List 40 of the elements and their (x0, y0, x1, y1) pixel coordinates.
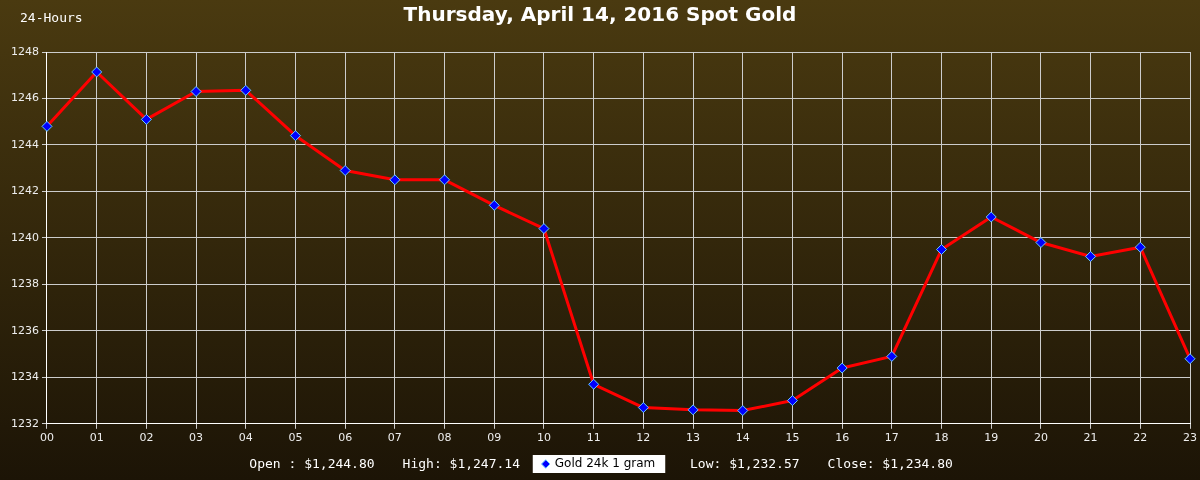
x-tick-label: 11 (586, 431, 601, 445)
x-tick-label: 14 (735, 431, 750, 445)
y-tick-label: 1248 (10, 44, 39, 58)
x-tick-label: 18 (934, 431, 949, 445)
x-tick-label: 08 (437, 431, 452, 445)
x-tick-label: 23 (1183, 431, 1197, 445)
x-tick-label: 16 (835, 431, 850, 445)
text: Close: $1,234.80 (827, 456, 953, 471)
text: Open : $1,244.80 (249, 456, 375, 471)
x-tick-label: 13 (686, 431, 701, 445)
legend-label: Gold 24k 1 gram (554, 456, 656, 471)
x-tick-label: 20 (1033, 431, 1048, 445)
x-tick-label: 21 (1083, 431, 1098, 445)
y-tick-label: 1242 (10, 184, 39, 198)
y-tick-label: 1240 (10, 230, 39, 244)
x-tick-label: 02 (139, 431, 154, 445)
y-tick-label: 1238 (10, 277, 39, 291)
x-tick-label: 09 (487, 431, 502, 445)
y-tick-label: 1244 (10, 137, 39, 151)
chart-title: Thursday, April 14, 2016 Spot Gold (403, 2, 797, 26)
x-tick-label: 17 (884, 431, 899, 445)
text: High: $1,247.14 (402, 456, 520, 471)
x-tick-label: 04 (238, 431, 253, 445)
y-tick-label: 1234 (10, 370, 39, 384)
x-tick-label: 00 (39, 431, 54, 445)
y-tick-label: 1246 (10, 91, 39, 105)
text: 24-Hours (20, 10, 83, 25)
x-tick-label: 07 (387, 431, 402, 445)
y-tick-label: 1236 (10, 323, 39, 337)
x-tick-label: 05 (288, 431, 303, 445)
x-tick-label: 15 (785, 431, 800, 445)
x-tick-label: 06 (338, 431, 353, 445)
text: Low: $1,232.57 (690, 456, 800, 471)
x-tick-label: 10 (536, 431, 551, 445)
x-tick-label: 03 (189, 431, 204, 445)
x-tick-label: 12 (636, 431, 651, 445)
x-tick-label: 01 (89, 431, 104, 445)
x-tick-label: 22 (1133, 431, 1148, 445)
y-tick-label: 1232 (10, 416, 39, 430)
x-tick-label: 19 (984, 431, 999, 445)
